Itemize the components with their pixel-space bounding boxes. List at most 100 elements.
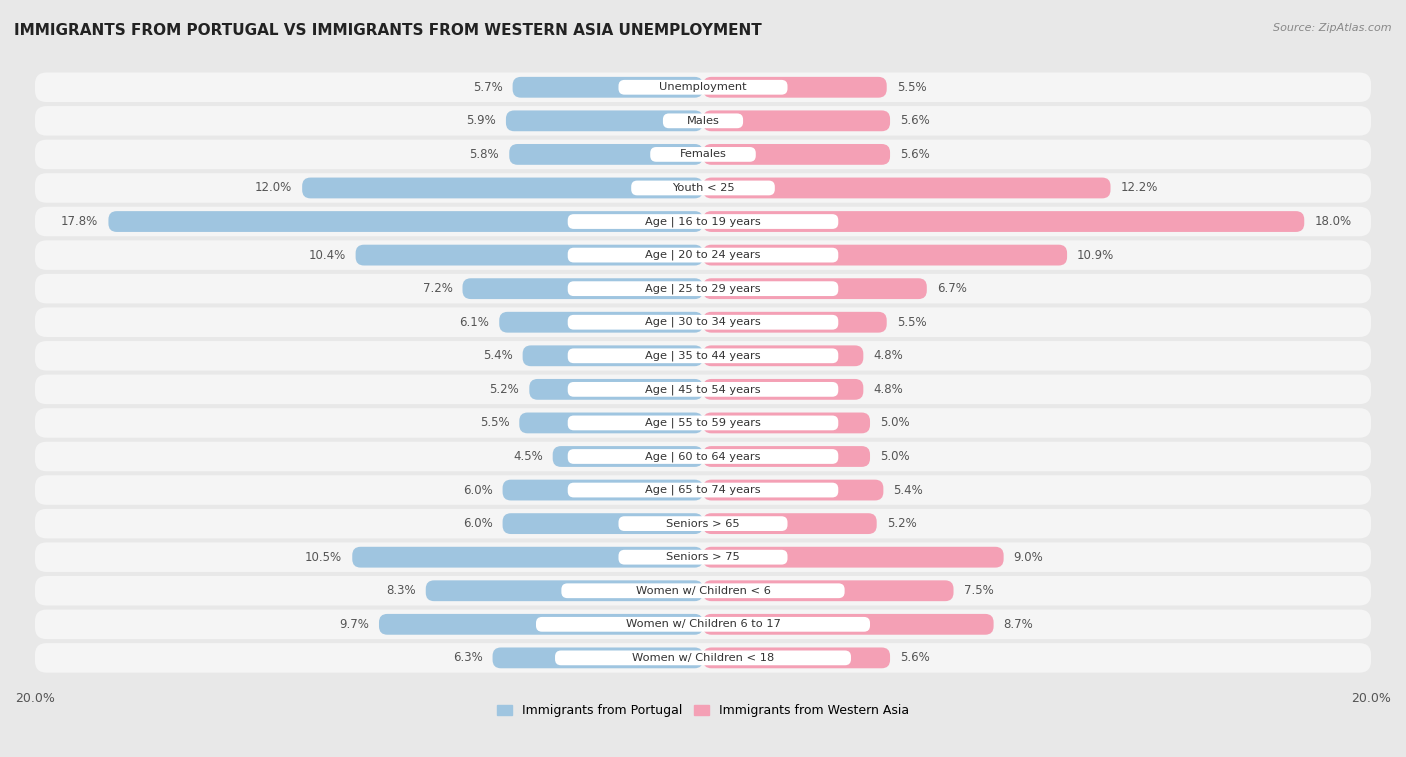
Text: Age | 35 to 44 years: Age | 35 to 44 years <box>645 350 761 361</box>
Text: 7.2%: 7.2% <box>423 282 453 295</box>
FancyBboxPatch shape <box>703 245 1067 266</box>
FancyBboxPatch shape <box>703 111 890 131</box>
Text: 6.7%: 6.7% <box>936 282 967 295</box>
FancyBboxPatch shape <box>426 581 703 601</box>
FancyBboxPatch shape <box>519 413 703 433</box>
FancyBboxPatch shape <box>35 341 1371 371</box>
Text: 9.7%: 9.7% <box>339 618 368 631</box>
Text: 5.5%: 5.5% <box>897 81 927 94</box>
Text: Age | 30 to 34 years: Age | 30 to 34 years <box>645 317 761 328</box>
FancyBboxPatch shape <box>513 77 703 98</box>
FancyBboxPatch shape <box>703 513 877 534</box>
Text: 10.5%: 10.5% <box>305 550 342 564</box>
Text: 6.0%: 6.0% <box>463 517 492 530</box>
Text: Seniors > 65: Seniors > 65 <box>666 519 740 528</box>
FancyBboxPatch shape <box>35 106 1371 136</box>
FancyBboxPatch shape <box>35 408 1371 438</box>
FancyBboxPatch shape <box>492 647 703 668</box>
Text: 18.0%: 18.0% <box>1315 215 1351 228</box>
FancyBboxPatch shape <box>703 413 870 433</box>
FancyBboxPatch shape <box>703 279 927 299</box>
Text: IMMIGRANTS FROM PORTUGAL VS IMMIGRANTS FROM WESTERN ASIA UNEMPLOYMENT: IMMIGRANTS FROM PORTUGAL VS IMMIGRANTS F… <box>14 23 762 38</box>
FancyBboxPatch shape <box>35 609 1371 639</box>
Text: Women w/ Children < 18: Women w/ Children < 18 <box>631 653 775 663</box>
Text: Women w/ Children < 6: Women w/ Children < 6 <box>636 586 770 596</box>
FancyBboxPatch shape <box>523 345 703 366</box>
FancyBboxPatch shape <box>619 516 787 531</box>
Text: 7.5%: 7.5% <box>963 584 993 597</box>
FancyBboxPatch shape <box>380 614 703 634</box>
Text: 5.8%: 5.8% <box>470 148 499 161</box>
FancyBboxPatch shape <box>568 348 838 363</box>
FancyBboxPatch shape <box>568 248 838 263</box>
FancyBboxPatch shape <box>703 647 890 668</box>
Text: Women w/ Children 6 to 17: Women w/ Children 6 to 17 <box>626 619 780 629</box>
Text: 8.3%: 8.3% <box>387 584 416 597</box>
Text: 5.6%: 5.6% <box>900 114 929 127</box>
FancyBboxPatch shape <box>502 513 703 534</box>
FancyBboxPatch shape <box>619 550 787 565</box>
FancyBboxPatch shape <box>108 211 703 232</box>
FancyBboxPatch shape <box>463 279 703 299</box>
FancyBboxPatch shape <box>703 480 883 500</box>
Text: 4.8%: 4.8% <box>873 383 903 396</box>
Text: 5.6%: 5.6% <box>900 148 929 161</box>
FancyBboxPatch shape <box>35 307 1371 337</box>
Text: Unemployment: Unemployment <box>659 83 747 92</box>
Text: Males: Males <box>686 116 720 126</box>
FancyBboxPatch shape <box>703 345 863 366</box>
FancyBboxPatch shape <box>703 547 1004 568</box>
Text: Seniors > 75: Seniors > 75 <box>666 552 740 562</box>
FancyBboxPatch shape <box>561 584 845 598</box>
FancyBboxPatch shape <box>353 547 703 568</box>
Text: 5.6%: 5.6% <box>900 651 929 665</box>
Text: 5.4%: 5.4% <box>482 349 513 363</box>
FancyBboxPatch shape <box>703 312 887 332</box>
Legend: Immigrants from Portugal, Immigrants from Western Asia: Immigrants from Portugal, Immigrants fro… <box>492 699 914 722</box>
Text: Youth < 25: Youth < 25 <box>672 183 734 193</box>
FancyBboxPatch shape <box>35 73 1371 102</box>
FancyBboxPatch shape <box>568 449 838 464</box>
FancyBboxPatch shape <box>536 617 870 631</box>
Text: 5.2%: 5.2% <box>887 517 917 530</box>
FancyBboxPatch shape <box>568 382 838 397</box>
FancyBboxPatch shape <box>568 483 838 497</box>
Text: 12.0%: 12.0% <box>254 182 292 195</box>
Text: Age | 65 to 74 years: Age | 65 to 74 years <box>645 484 761 495</box>
FancyBboxPatch shape <box>529 379 703 400</box>
FancyBboxPatch shape <box>555 650 851 665</box>
Text: 6.1%: 6.1% <box>460 316 489 329</box>
Text: 5.9%: 5.9% <box>467 114 496 127</box>
FancyBboxPatch shape <box>703 144 890 165</box>
FancyBboxPatch shape <box>35 543 1371 572</box>
Text: 10.4%: 10.4% <box>308 248 346 262</box>
Text: 12.2%: 12.2% <box>1121 182 1159 195</box>
FancyBboxPatch shape <box>502 480 703 500</box>
FancyBboxPatch shape <box>703 446 870 467</box>
FancyBboxPatch shape <box>703 614 994 634</box>
Text: Age | 60 to 64 years: Age | 60 to 64 years <box>645 451 761 462</box>
FancyBboxPatch shape <box>568 282 838 296</box>
Text: 5.0%: 5.0% <box>880 450 910 463</box>
FancyBboxPatch shape <box>499 312 703 332</box>
FancyBboxPatch shape <box>35 643 1371 673</box>
Text: 4.5%: 4.5% <box>513 450 543 463</box>
FancyBboxPatch shape <box>35 274 1371 304</box>
Text: 6.0%: 6.0% <box>463 484 492 497</box>
FancyBboxPatch shape <box>35 173 1371 203</box>
FancyBboxPatch shape <box>662 114 744 128</box>
Text: 5.0%: 5.0% <box>880 416 910 429</box>
Text: Age | 16 to 19 years: Age | 16 to 19 years <box>645 217 761 227</box>
FancyBboxPatch shape <box>35 576 1371 606</box>
Text: 10.9%: 10.9% <box>1077 248 1115 262</box>
FancyBboxPatch shape <box>703 581 953 601</box>
Text: 5.5%: 5.5% <box>897 316 927 329</box>
FancyBboxPatch shape <box>35 240 1371 269</box>
Text: 5.4%: 5.4% <box>893 484 924 497</box>
FancyBboxPatch shape <box>356 245 703 266</box>
Text: 5.7%: 5.7% <box>472 81 502 94</box>
FancyBboxPatch shape <box>703 211 1305 232</box>
FancyBboxPatch shape <box>35 375 1371 404</box>
FancyBboxPatch shape <box>506 111 703 131</box>
Text: Age | 55 to 59 years: Age | 55 to 59 years <box>645 418 761 428</box>
